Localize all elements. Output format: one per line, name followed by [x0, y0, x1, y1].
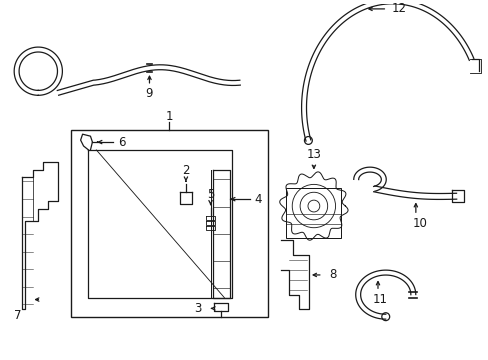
Text: 6: 6	[118, 136, 125, 149]
Text: 9: 9	[145, 87, 153, 100]
Text: 13: 13	[306, 148, 321, 161]
Text: 10: 10	[411, 217, 427, 230]
Text: 11: 11	[372, 293, 386, 306]
Text: 1: 1	[165, 110, 173, 123]
Text: 2: 2	[182, 164, 189, 177]
Text: 4: 4	[254, 193, 261, 206]
Bar	[71, 130, 267, 317]
Text: 12: 12	[391, 3, 406, 15]
Bar	[286, 188, 341, 238]
Text: 7: 7	[14, 309, 21, 322]
Text: 3: 3	[194, 302, 201, 315]
Text: 5: 5	[206, 188, 214, 201]
Text: 8: 8	[328, 269, 336, 282]
